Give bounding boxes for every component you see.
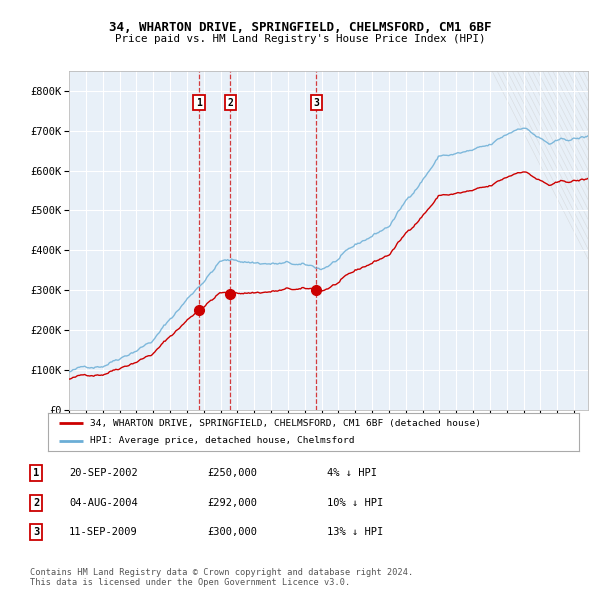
Text: 10% ↓ HPI: 10% ↓ HPI (327, 498, 383, 507)
Text: £300,000: £300,000 (207, 527, 257, 537)
Text: HPI: Average price, detached house, Chelmsford: HPI: Average price, detached house, Chel… (91, 437, 355, 445)
Text: 34, WHARTON DRIVE, SPRINGFIELD, CHELMSFORD, CM1 6BF (detached house): 34, WHARTON DRIVE, SPRINGFIELD, CHELMSFO… (91, 419, 481, 428)
Text: 3: 3 (33, 527, 39, 537)
Text: 04-AUG-2004: 04-AUG-2004 (69, 498, 138, 507)
Text: 4% ↓ HPI: 4% ↓ HPI (327, 468, 377, 478)
Text: £292,000: £292,000 (207, 498, 257, 507)
Text: 11-SEP-2009: 11-SEP-2009 (69, 527, 138, 537)
Text: Contains HM Land Registry data © Crown copyright and database right 2024.
This d: Contains HM Land Registry data © Crown c… (30, 568, 413, 587)
Text: 2: 2 (33, 498, 39, 507)
Text: 1: 1 (33, 468, 39, 478)
Text: £250,000: £250,000 (207, 468, 257, 478)
Text: 3: 3 (313, 98, 319, 108)
Text: 20-SEP-2002: 20-SEP-2002 (69, 468, 138, 478)
Text: Price paid vs. HM Land Registry's House Price Index (HPI): Price paid vs. HM Land Registry's House … (115, 34, 485, 44)
Text: 1: 1 (196, 98, 202, 108)
Text: 13% ↓ HPI: 13% ↓ HPI (327, 527, 383, 537)
Text: 2: 2 (227, 98, 233, 108)
Text: 34, WHARTON DRIVE, SPRINGFIELD, CHELMSFORD, CM1 6BF: 34, WHARTON DRIVE, SPRINGFIELD, CHELMSFO… (109, 21, 491, 34)
